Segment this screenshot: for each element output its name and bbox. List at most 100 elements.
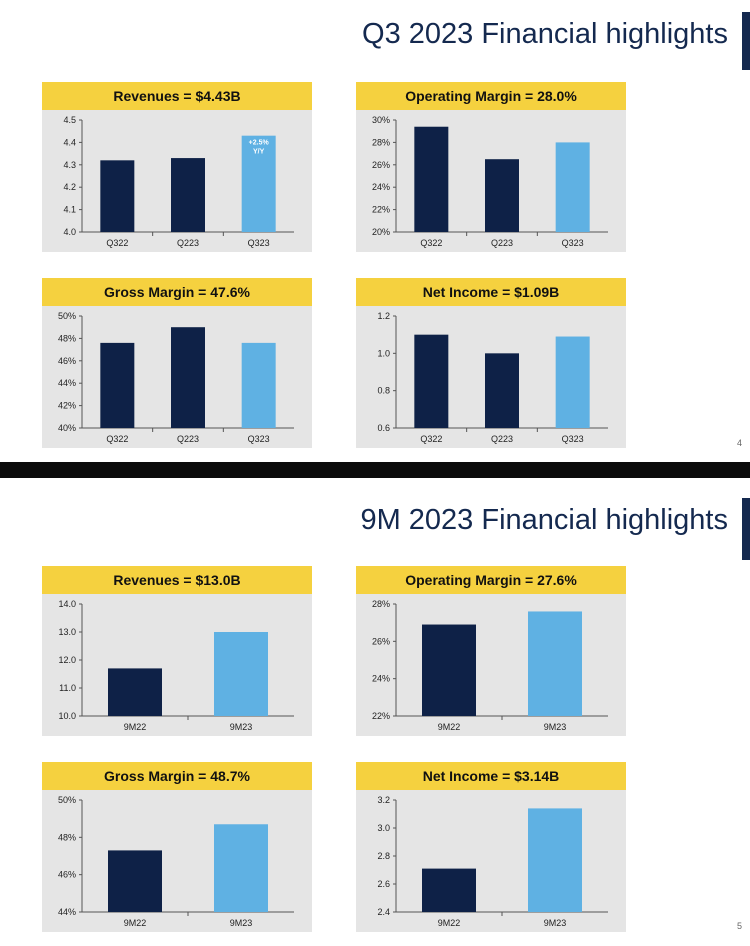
gross-margin-header: Gross Margin = 48.7% bbox=[42, 762, 312, 790]
revenues-chart: 4.0 4.1 4.2 4.3 4.4 4.5 Q322 Q223 Q323 +2.5% Y/Y bbox=[42, 110, 312, 252]
net-income-chart: 0.6 0.8 1.0 1.2 Q322 Q223 Q323 bbox=[356, 306, 626, 448]
x-tick-label: Q323 bbox=[248, 434, 270, 444]
x-tick-label: Q323 bbox=[248, 238, 270, 248]
bar-q322 bbox=[100, 342, 135, 428]
y-tick-label: 2.4 bbox=[377, 907, 390, 917]
operating-margin-chart: 20% 22% 24% 26% 28% 30% Q322 Q223 Q323 bbox=[356, 110, 626, 252]
operating-margin-chart: 22% 24% 26% 28% 9M22 9M23 bbox=[356, 594, 626, 736]
net-income-chart-svg: 0.6 0.8 1.0 1.2 Q322 Q223 Q323 bbox=[377, 311, 608, 444]
page-number: 4 bbox=[736, 438, 742, 448]
y-tick-label: 46% bbox=[58, 356, 76, 366]
bar-q323 bbox=[555, 336, 590, 428]
x-tick-label: Q322 bbox=[106, 434, 128, 444]
bar-q323 bbox=[555, 142, 590, 232]
revenues-header: Revenues = $4.43B bbox=[42, 82, 312, 110]
y-tick-label: 11.0 bbox=[59, 683, 76, 693]
operating-margin-header: Operating Margin = 28.0% bbox=[356, 82, 626, 110]
operating-margin-header: Operating Margin = 27.6% bbox=[356, 566, 626, 594]
y-tick-label: 26% bbox=[372, 160, 390, 170]
y-tick-label: 46% bbox=[58, 870, 76, 880]
x-tick-label: Q223 bbox=[491, 434, 513, 444]
y-tick-label: 50% bbox=[58, 795, 76, 805]
operating-margin-chart-svg: 20% 22% 24% 26% 28% 30% Q322 Q223 Q323 bbox=[372, 115, 608, 248]
bar-q223 bbox=[171, 327, 205, 428]
y-tick-label: 22% bbox=[372, 205, 390, 215]
bar-q322 bbox=[414, 126, 449, 232]
x-tick-label: Q322 bbox=[420, 238, 442, 248]
y-tick-label: 48% bbox=[58, 832, 76, 842]
bar-q223 bbox=[485, 353, 519, 428]
title-accent-bar bbox=[742, 498, 750, 560]
slide-title: Q3 2023 Financial highlights bbox=[362, 18, 728, 50]
y-tick-label: 26% bbox=[372, 636, 390, 646]
gross-margin-chart-svg: 44% 46% 48% 50% 9M22 9M23 bbox=[58, 795, 294, 928]
x-tick-label: Q223 bbox=[491, 238, 513, 248]
slide-title: 9M 2023 Financial highlights bbox=[360, 504, 728, 536]
gross-margin-chart-svg: 40% 42% 44% 46% 48% 50% Q322 Q223 Q323 bbox=[58, 311, 294, 444]
slide-9m-2023: 9M 2023 Financial highlights Revenues = … bbox=[0, 478, 750, 946]
y-tick-label: 4.5 bbox=[63, 115, 76, 125]
y-tick-label: 44% bbox=[58, 907, 76, 917]
bar-q223 bbox=[171, 158, 205, 232]
y-tick-label: 10.0 bbox=[58, 711, 76, 721]
slide-q3-2023: Q3 2023 Financial highlights Revenues = … bbox=[0, 0, 750, 462]
page-number: 5 bbox=[736, 921, 742, 931]
operating-margin-chart-svg: 22% 24% 26% 28% 9M22 9M23 bbox=[372, 599, 608, 732]
y-tick-label: 44% bbox=[58, 378, 76, 388]
yoy-annotation: +2.5% bbox=[249, 140, 270, 147]
y-tick-label: 22% bbox=[372, 711, 390, 721]
bar-q223 bbox=[485, 159, 519, 232]
x-tick-label: 9M23 bbox=[230, 918, 253, 928]
y-tick-label: 3.2 bbox=[377, 795, 390, 805]
bar-9m23 bbox=[528, 808, 582, 912]
bar-9m23 bbox=[528, 611, 582, 716]
x-tick-label: 9M22 bbox=[438, 918, 461, 928]
y-tick-label: 28% bbox=[372, 599, 390, 609]
y-tick-label: 4.3 bbox=[63, 160, 76, 170]
y-tick-label: 13.0 bbox=[58, 627, 76, 637]
slide-separator bbox=[0, 462, 750, 478]
y-tick-label: 12.0 bbox=[58, 655, 76, 665]
revenues-chart: 10.0 11.0 12.0 13.0 14.0 9M22 9M23 bbox=[42, 594, 312, 736]
bar-9m23 bbox=[214, 824, 268, 912]
y-tick-label: 20% bbox=[372, 227, 390, 237]
bar-9m23 bbox=[214, 632, 268, 716]
y-tick-label: 40% bbox=[58, 423, 76, 433]
x-tick-label: Q322 bbox=[106, 238, 128, 248]
gross-margin-chart: 44% 46% 48% 50% 9M22 9M23 bbox=[42, 790, 312, 932]
bar-q322 bbox=[414, 334, 449, 428]
x-tick-label: 9M23 bbox=[544, 918, 567, 928]
bar-9m22 bbox=[422, 868, 476, 912]
y-tick-label: 0.6 bbox=[377, 423, 390, 433]
y-tick-label: 0.8 bbox=[377, 386, 390, 396]
title-accent-bar bbox=[742, 12, 750, 70]
y-tick-label: 2.8 bbox=[377, 851, 390, 861]
yoy-annotation: Y/Y bbox=[253, 149, 265, 156]
x-tick-label: Q223 bbox=[177, 238, 199, 248]
y-tick-label: 4.1 bbox=[63, 205, 76, 215]
net-income-chart: 2.4 2.6 2.8 3.0 3.2 9M22 9M23 bbox=[356, 790, 626, 932]
x-tick-label: Q323 bbox=[562, 434, 584, 444]
gross-margin-header: Gross Margin = 47.6% bbox=[42, 278, 312, 306]
y-tick-label: 3.0 bbox=[377, 823, 390, 833]
y-tick-label: 42% bbox=[58, 401, 76, 411]
x-tick-label: 9M22 bbox=[438, 722, 461, 732]
bar-q323 bbox=[241, 342, 276, 428]
y-tick-label: 4.4 bbox=[63, 137, 76, 147]
bar-9m22 bbox=[108, 850, 162, 912]
x-tick-label: 9M22 bbox=[124, 722, 147, 732]
y-tick-label: 48% bbox=[58, 333, 76, 343]
x-tick-label: Q323 bbox=[562, 238, 584, 248]
bar-9m22 bbox=[108, 668, 162, 716]
y-tick-label: 4.0 bbox=[63, 227, 76, 237]
x-tick-label: Q223 bbox=[177, 434, 199, 444]
y-tick-label: 50% bbox=[58, 311, 76, 321]
y-tick-label: 2.6 bbox=[377, 879, 390, 889]
y-tick-label: 1.0 bbox=[377, 348, 390, 358]
y-tick-label: 4.2 bbox=[63, 182, 76, 192]
x-tick-label: 9M23 bbox=[230, 722, 253, 732]
revenues-chart-svg: 10.0 11.0 12.0 13.0 14.0 9M22 9M23 bbox=[58, 599, 294, 732]
y-tick-label: 14.0 bbox=[58, 599, 76, 609]
revenues-chart-svg: 4.0 4.1 4.2 4.3 4.4 4.5 Q322 Q223 Q323 +2.5% Y/Y bbox=[63, 115, 294, 248]
x-tick-label: 9M23 bbox=[544, 722, 567, 732]
